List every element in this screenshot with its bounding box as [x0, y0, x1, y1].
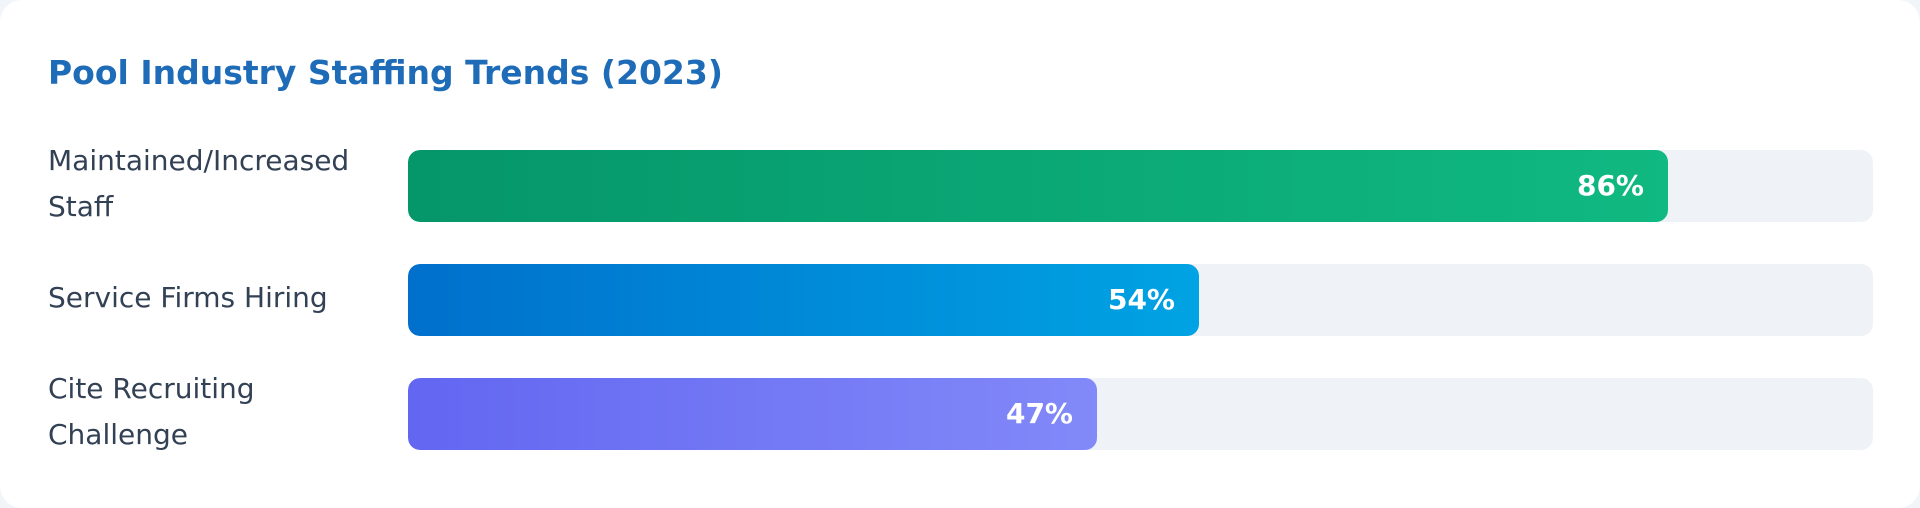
- bar-track: 86%: [408, 150, 1873, 222]
- bar-value-label: 54%: [1107, 283, 1175, 316]
- category-label: Cite Recruiting Challenge: [48, 372, 255, 451]
- bar-track: 47%: [408, 378, 1873, 450]
- bar: 54%: [408, 264, 1199, 336]
- category-label: Service Firms Hiring: [48, 281, 328, 314]
- bar: 86%: [408, 150, 1668, 222]
- bar: 47%: [408, 378, 1097, 450]
- bar-track: 54%: [408, 264, 1873, 336]
- bar-value-label: 47%: [1005, 397, 1073, 430]
- bar-row: Maintained/Increased Staff 86%: [48, 136, 1873, 232]
- bar-value-label: 86%: [1576, 169, 1644, 202]
- chart-title: Pool Industry Staffing Trends (2023): [48, 53, 723, 92]
- bar-row: Cite Recruiting Challenge 47%: [48, 364, 1873, 460]
- category-label: Maintained/Increased Staff: [48, 144, 350, 223]
- bar-row: Service Firms Hiring 54%: [48, 250, 1873, 346]
